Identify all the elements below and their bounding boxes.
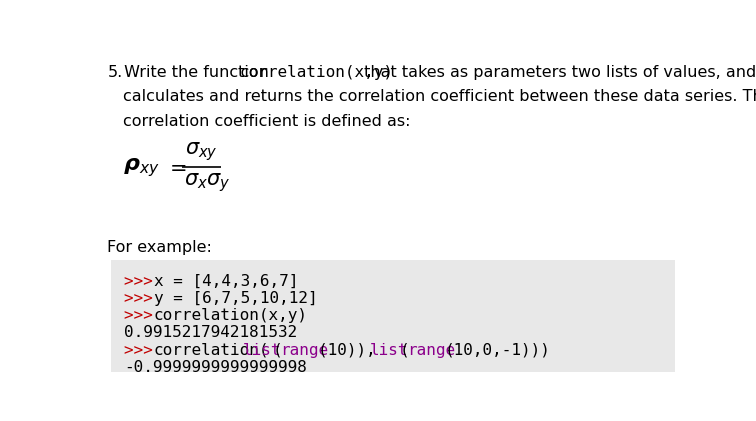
Text: >>>: >>> [124,343,163,357]
Text: (10)),: (10)), [318,343,385,357]
Text: For example:: For example: [107,240,212,255]
Text: (: ( [400,343,410,357]
Text: Write the function: Write the function [119,65,274,80]
Text: $\sigma_x\sigma_y$: $\sigma_x\sigma_y$ [184,171,231,194]
Text: $=$: $=$ [165,157,186,177]
Text: -0.9999999999999998: -0.9999999999999998 [124,360,307,375]
Text: (: ( [273,343,283,357]
Text: range: range [280,343,329,357]
Text: list: list [243,343,282,357]
Text: correlation(x,y): correlation(x,y) [153,308,308,323]
Text: 0.9915217942181532: 0.9915217942181532 [124,325,297,341]
Text: correlation(: correlation( [153,343,269,357]
FancyBboxPatch shape [111,260,674,372]
Text: >>>: >>> [124,291,163,306]
Text: y = [6,7,5,10,12]: y = [6,7,5,10,12] [153,291,318,306]
Text: that takes as parameters two lists of values, and: that takes as parameters two lists of va… [358,65,756,80]
Text: $\sigma_{xy}$: $\sigma_{xy}$ [185,140,218,163]
Text: >>>: >>> [124,274,163,289]
Text: >>>: >>> [124,308,163,323]
Text: calculates and returns the correlation coefficient between these data series. Th: calculates and returns the correlation c… [122,89,756,104]
Text: correlation coefficient is defined as:: correlation coefficient is defined as: [122,114,410,129]
Text: correlation(x,y): correlation(x,y) [240,65,393,80]
Text: range: range [407,343,455,357]
Text: $\boldsymbol{\rho}_{xy}$: $\boldsymbol{\rho}_{xy}$ [122,156,160,179]
Text: list: list [370,343,408,357]
Text: 5.: 5. [107,65,122,80]
Text: x = [4,4,3,6,7]: x = [4,4,3,6,7] [153,274,298,289]
Text: (10,0,-1))): (10,0,-1))) [445,343,550,357]
